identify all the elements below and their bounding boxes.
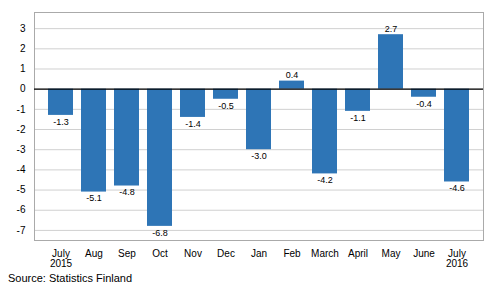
- svg-text:Jan: Jan: [251, 248, 267, 259]
- svg-text:Dec: Dec: [217, 248, 235, 259]
- svg-text:-5: -5: [17, 184, 26, 195]
- svg-text:-3.0: -3.0: [251, 151, 267, 161]
- svg-text:-2: -2: [17, 124, 26, 135]
- svg-text:July2016: July2016: [446, 248, 469, 269]
- svg-text:-3: -3: [17, 144, 26, 155]
- svg-text:-4: -4: [17, 164, 26, 175]
- svg-text:Nov: Nov: [184, 248, 202, 259]
- svg-text:-6: -6: [17, 204, 26, 215]
- svg-text:-1.4: -1.4: [185, 119, 201, 129]
- svg-text:-4.2: -4.2: [317, 175, 333, 185]
- svg-text:-4.6: -4.6: [449, 183, 465, 193]
- svg-text:May: May: [382, 248, 401, 259]
- svg-text:March: March: [311, 248, 339, 259]
- svg-text:-6.8: -6.8: [152, 228, 168, 238]
- svg-text:Oct: Oct: [152, 248, 168, 259]
- svg-text:0.4: 0.4: [286, 70, 299, 80]
- svg-text:-1: -1: [17, 104, 26, 115]
- svg-text:Aug: Aug: [85, 248, 103, 259]
- svg-text:Feb: Feb: [283, 248, 301, 259]
- svg-text:-5.1: -5.1: [86, 193, 102, 203]
- svg-text:-0.4: -0.4: [416, 99, 432, 109]
- svg-text:-1.1: -1.1: [350, 113, 366, 123]
- svg-text:2.7: 2.7: [385, 24, 398, 34]
- svg-text:3: 3: [20, 23, 26, 34]
- svg-text:-0.5: -0.5: [218, 101, 234, 111]
- svg-text:June: June: [413, 248, 435, 259]
- svg-text:-4.8: -4.8: [119, 187, 135, 197]
- svg-text:Sep: Sep: [118, 248, 136, 259]
- svg-text:July2015: July2015: [50, 248, 73, 269]
- svg-text:April: April: [348, 248, 368, 259]
- html-text:Source: Statistics Finland: Source: Statistics Finland: [8, 272, 133, 284]
- svg-text:2: 2: [20, 43, 26, 54]
- svg-text:-1.3: -1.3: [53, 117, 69, 127]
- svg-text:-7: -7: [17, 225, 26, 236]
- svg-text:1: 1: [20, 63, 26, 74]
- svg-text:0: 0: [20, 83, 26, 94]
